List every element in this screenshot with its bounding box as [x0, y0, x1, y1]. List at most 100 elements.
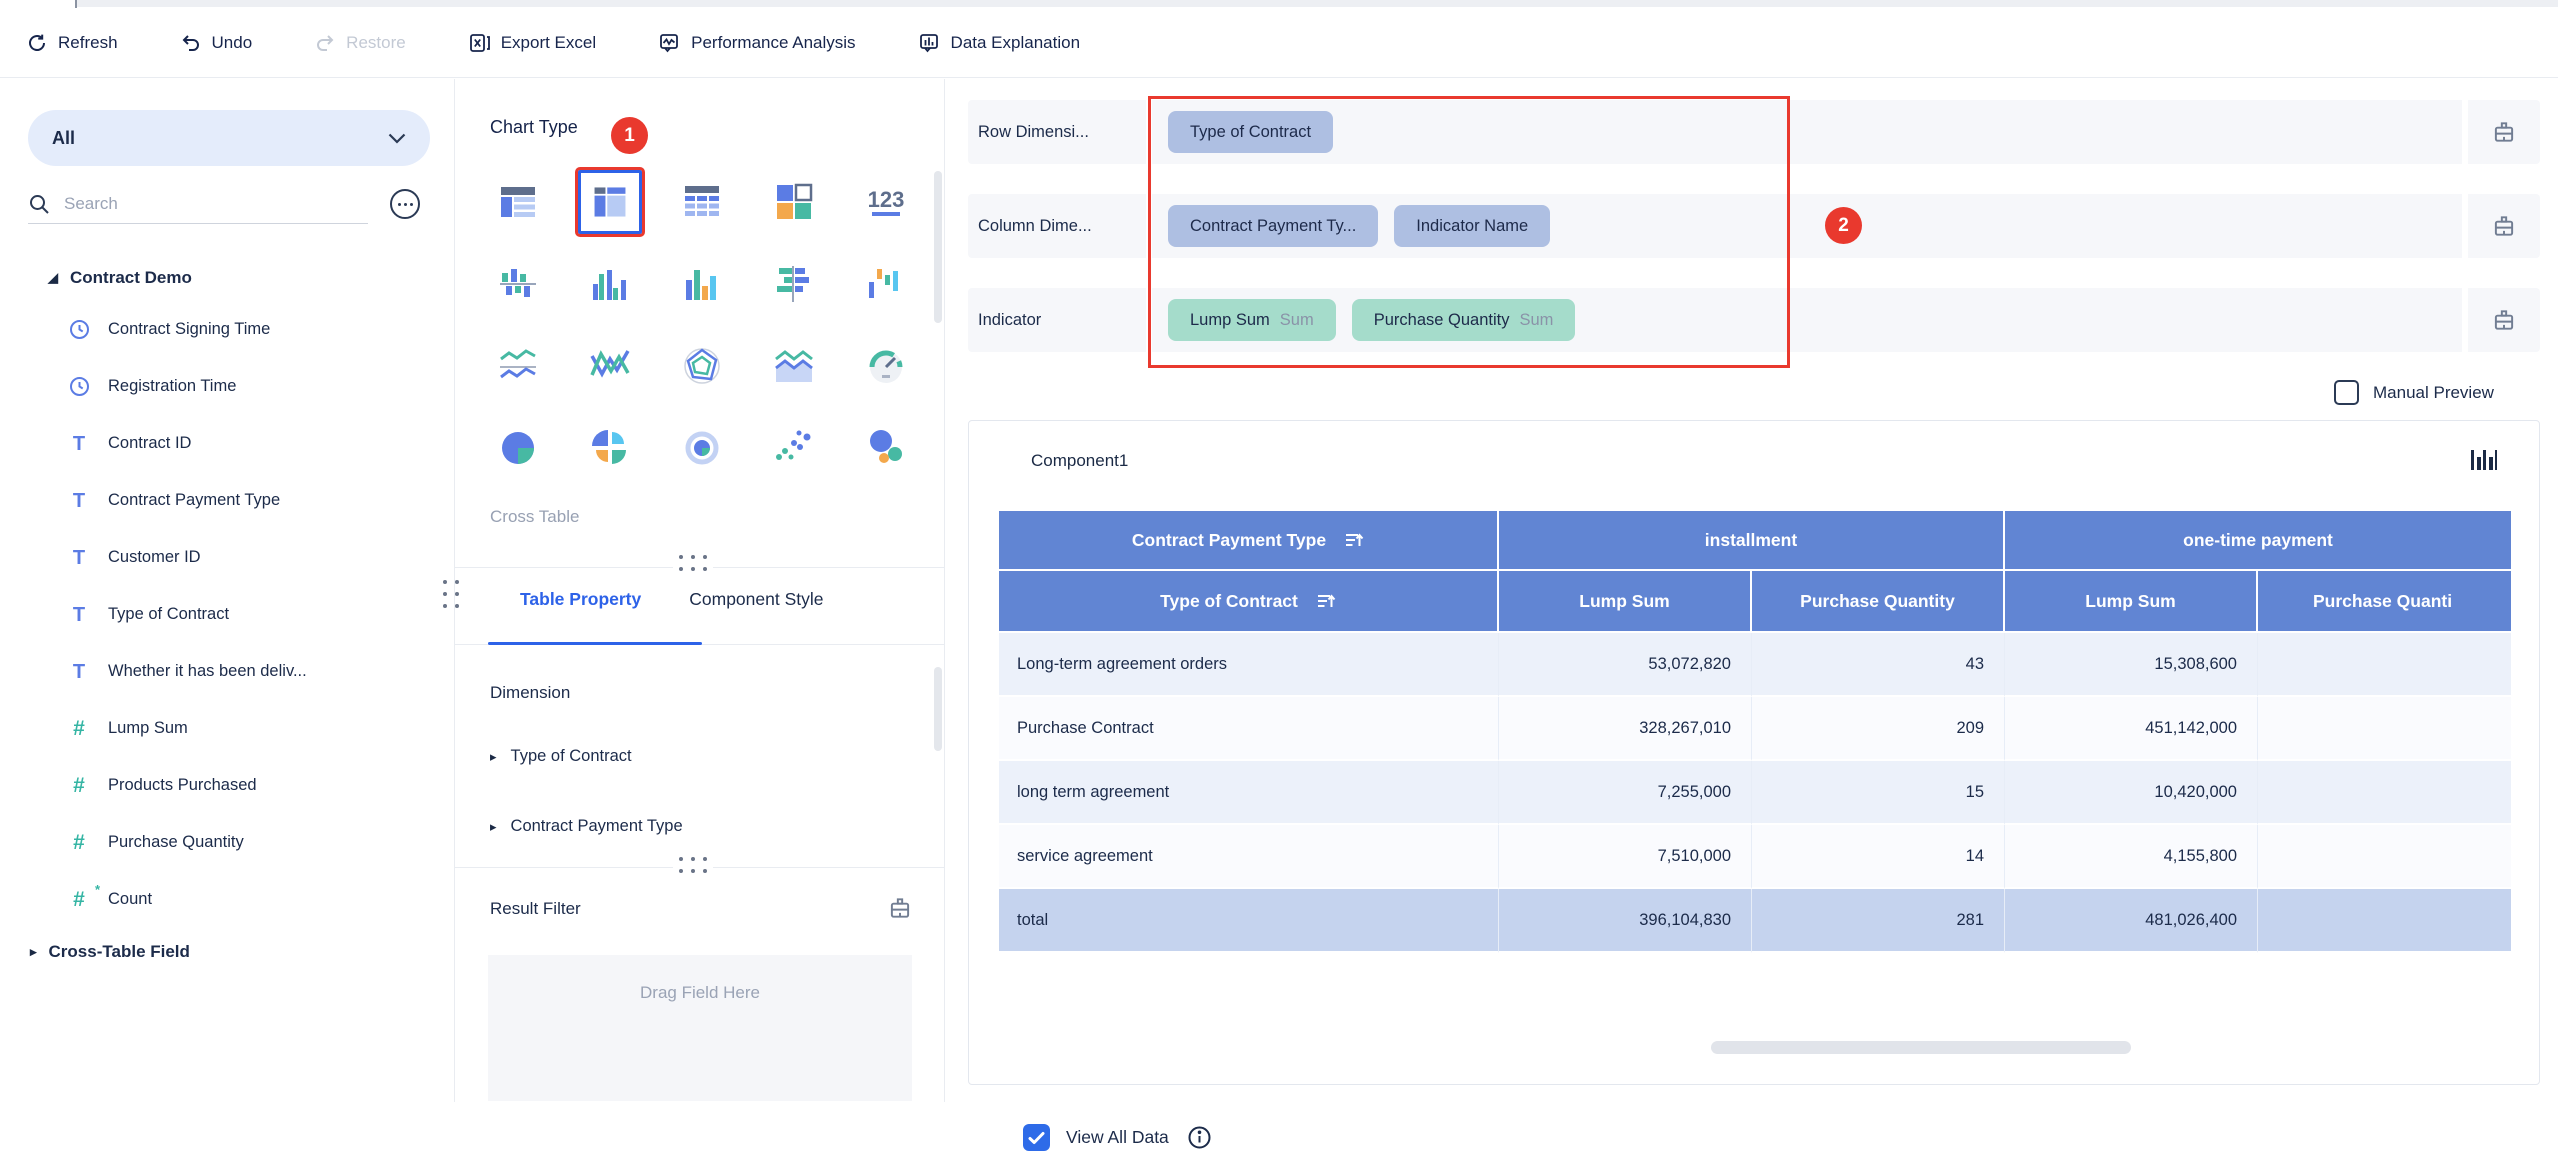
field-label: Lump Sum — [108, 719, 188, 737]
measure-header[interactable]: Lump Sum — [1499, 571, 1752, 633]
pill-lump-sum[interactable]: Lump Sum Sum — [1168, 299, 1336, 341]
dimension-item-contract-payment-type[interactable]: ▸ Contract Payment Type — [490, 817, 870, 836]
search-input[interactable] — [64, 193, 304, 214]
chart-type-multi-pie-icon[interactable] — [564, 407, 656, 489]
panel-resize-handle[interactable] — [673, 553, 713, 573]
view-all-data-checkbox[interactable] — [1023, 1124, 1050, 1151]
chart-type-gauge-icon[interactable] — [840, 325, 932, 407]
clock-icon — [66, 375, 92, 398]
result-filter-dropzone[interactable]: Drag Field Here — [488, 955, 912, 1101]
dimension-item-type-of-contract[interactable]: ▸ Type of Contract — [490, 747, 870, 766]
performance-analysis-button[interactable]: Performance Analysis — [658, 31, 856, 54]
pill-indicator-name[interactable]: Indicator Name — [1394, 205, 1551, 247]
chart-type-multi-line-icon[interactable] — [564, 325, 656, 407]
field-item-purchase-quantity[interactable]: # Purchase Quantity — [0, 814, 455, 871]
chart-type-area-icon[interactable] — [748, 325, 840, 407]
data-explanation-button[interactable]: Data Explanation — [918, 31, 1080, 54]
column-group-installment[interactable]: installment — [1499, 511, 2005, 571]
clock-icon — [66, 318, 92, 341]
chart-type-radar-icon[interactable] — [656, 325, 748, 407]
tree-group-cross-table-field[interactable]: ▸ Cross-Table Field — [0, 928, 455, 976]
chart-type-cross-table-icon-selected[interactable] — [575, 167, 645, 237]
field-item-count[interactable]: # * Count — [0, 871, 455, 928]
chart-type-line-icon[interactable] — [472, 325, 564, 407]
panel-resize-handle[interactable] — [673, 855, 713, 875]
indicator-dropzone[interactable]: Lump Sum Sum Purchase Quantity Sum — [1152, 288, 2462, 352]
field-item-contract-payment-type[interactable]: T Contract Payment Type — [0, 472, 455, 529]
clear-shelf-button[interactable] — [2468, 194, 2540, 258]
property-tabs: Table Property Component Style — [455, 589, 945, 628]
clear-shelf-button[interactable] — [2468, 288, 2540, 352]
field-item-registration-time[interactable]: Registration Time — [0, 358, 455, 415]
annotation-badge-2: 2 — [1825, 207, 1862, 244]
chart-grid-scrollbar[interactable] — [934, 171, 942, 323]
refresh-button[interactable]: Refresh — [26, 32, 118, 54]
measure-header[interactable]: Lump Sum — [2005, 571, 2258, 633]
view-all-data-toggle[interactable]: View All Data — [1023, 1124, 1212, 1151]
field-item-contract-id[interactable]: T Contract ID — [0, 415, 455, 472]
table-cell: 209 — [1752, 697, 2005, 761]
sort-icon[interactable] — [1342, 529, 1364, 551]
export-excel-button[interactable]: Export Excel — [468, 32, 596, 54]
field-item-lump-sum[interactable]: # Lump Sum — [0, 700, 455, 757]
table-row-name[interactable]: service agreement — [999, 825, 1499, 889]
header-label: Purchase Quanti — [2313, 590, 2453, 611]
chart-type-grouped-column-icon[interactable] — [564, 243, 656, 325]
chart-type-kpi-icon[interactable]: 123 — [840, 161, 932, 243]
chart-type-bubble-icon[interactable] — [840, 407, 932, 489]
row-dimension-shelf: Row Dimensi... Type of Contract — [968, 100, 2540, 164]
clear-filter-icon[interactable] — [887, 895, 913, 921]
annotation-badge-1: 1 — [611, 117, 648, 154]
row-header-type-of-contract[interactable]: Type of Contract — [999, 571, 1499, 633]
chart-type-column-icon[interactable] — [656, 243, 748, 325]
undo-button[interactable]: Undo — [180, 32, 252, 54]
field-item-contract-signing-time[interactable]: Contract Signing Time — [0, 301, 455, 358]
field-item-customer-id[interactable]: T Customer ID — [0, 529, 455, 586]
dimension-item-label: Contract Payment Type — [510, 817, 683, 835]
dimension-scrollbar[interactable] — [934, 667, 942, 751]
triangle-right-icon: ▸ — [490, 748, 497, 764]
measure-header[interactable]: Purchase Quantity — [1752, 571, 2005, 633]
row-dimension-dropzone[interactable]: Type of Contract — [1152, 100, 2462, 164]
sidebar-resize-handle[interactable] — [443, 580, 465, 612]
tab-component-style[interactable]: Component Style — [689, 589, 824, 609]
chart-type-detail-table-icon[interactable] — [656, 161, 748, 243]
table-cell: 14 — [1752, 825, 2005, 889]
chart-type-card-group-icon[interactable] — [748, 161, 840, 243]
chart-type-bidirectional-bar-icon[interactable] — [472, 243, 564, 325]
field-label: Type of Contract — [108, 605, 230, 623]
chart-switch-icon[interactable] — [2469, 447, 2497, 473]
sort-icon[interactable] — [1314, 590, 1336, 612]
chart-type-pie-icon[interactable] — [472, 407, 564, 489]
field-item-products-purchased[interactable]: # Products Purchased — [0, 757, 455, 814]
search-icon — [28, 193, 50, 215]
column-group-one-time-payment[interactable]: one-time payment — [2005, 511, 2511, 571]
chart-type-donut-icon[interactable] — [656, 407, 748, 489]
dataset-scope-selector[interactable]: All — [28, 110, 430, 166]
restore-button[interactable]: Restore — [314, 32, 406, 54]
chart-type-scatter-icon[interactable] — [748, 407, 840, 489]
column-dimension-dropzone[interactable]: Contract Payment Ty... Indicator Name — [1152, 194, 2462, 258]
tab-table-property[interactable]: Table Property — [520, 589, 642, 609]
field-item-type-of-contract[interactable]: T Type of Contract — [0, 586, 455, 643]
horizontal-scrollbar[interactable] — [1711, 1041, 2131, 1054]
pill-purchase-quantity[interactable]: Purchase Quantity Sum — [1351, 299, 1576, 341]
chart-type-grouped-table-icon[interactable] — [472, 161, 564, 243]
header-label: Lump Sum — [1579, 590, 1670, 611]
pill-contract-payment-type[interactable]: Contract Payment Ty... — [1168, 205, 1379, 247]
manual-preview-checkbox[interactable] — [2334, 380, 2359, 405]
table-row-name[interactable]: long term agreement — [999, 761, 1499, 825]
chart-type-waterfall-icon[interactable] — [840, 243, 932, 325]
clear-shelf-button[interactable] — [2468, 100, 2540, 164]
table-row-name[interactable]: Purchase Contract — [999, 697, 1499, 761]
field-item-whether-delivered[interactable]: T Whether it has been deliv... — [0, 643, 455, 700]
pill-type-of-contract[interactable]: Type of Contract — [1168, 111, 1334, 153]
tree-root-contract-demo[interactable]: ◢ Contract Demo — [0, 257, 455, 299]
manual-preview-toggle[interactable]: Manual Preview — [2334, 380, 2494, 405]
search-options-button[interactable] — [390, 189, 420, 219]
measure-header-truncated[interactable]: Purchase Quanti — [2258, 571, 2511, 633]
column-header-contract-payment-type[interactable]: Contract Payment Type — [999, 511, 1499, 571]
info-icon[interactable] — [1187, 1125, 1212, 1150]
chart-type-bar-icon[interactable] — [748, 243, 840, 325]
table-row-name[interactable]: Long-term agreement orders — [999, 633, 1499, 697]
